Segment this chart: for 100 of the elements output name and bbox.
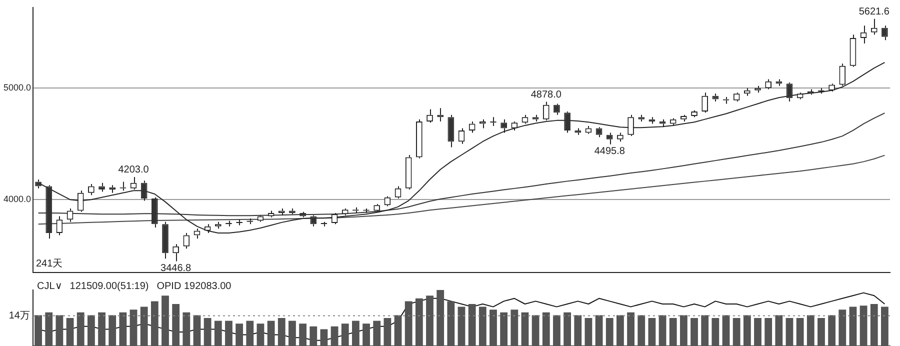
bar xyxy=(806,315,814,346)
bar xyxy=(426,296,434,346)
bar xyxy=(818,318,825,346)
bar xyxy=(553,315,560,346)
candlestick xyxy=(130,176,137,190)
bar xyxy=(236,324,244,346)
candlestick xyxy=(98,182,105,192)
bar xyxy=(732,318,740,346)
bar xyxy=(658,315,666,346)
bar xyxy=(881,306,888,346)
annotation: CJL∨ xyxy=(37,280,62,292)
candlestick xyxy=(850,34,856,68)
bar xyxy=(669,318,677,346)
bar xyxy=(256,324,264,346)
bar xyxy=(341,324,349,346)
candlestick xyxy=(554,103,560,116)
bar xyxy=(595,315,603,346)
bar xyxy=(510,310,518,346)
candlestick xyxy=(257,214,264,222)
candlestick xyxy=(458,128,465,144)
bar xyxy=(712,318,720,346)
bar xyxy=(764,318,772,346)
bar xyxy=(87,315,95,346)
bar xyxy=(140,306,148,346)
bar xyxy=(150,301,158,346)
bar xyxy=(394,315,402,346)
bar xyxy=(648,318,656,346)
bar xyxy=(490,310,497,346)
candlestick xyxy=(606,132,613,145)
bar xyxy=(45,312,53,346)
bar xyxy=(320,329,328,346)
annotation: 4495.8 xyxy=(594,146,626,158)
bar xyxy=(310,326,318,346)
bar xyxy=(182,312,190,346)
bar xyxy=(564,312,572,346)
annotation: 241天 xyxy=(36,258,63,270)
bar xyxy=(500,312,508,346)
bar xyxy=(56,315,64,346)
candlestick xyxy=(342,208,348,216)
bar xyxy=(521,312,529,346)
bar xyxy=(34,315,42,346)
bar xyxy=(384,318,392,346)
bar xyxy=(299,324,306,346)
bar xyxy=(478,306,486,346)
bar xyxy=(76,312,84,346)
bar xyxy=(172,304,180,346)
bar xyxy=(860,306,868,346)
bar xyxy=(267,320,275,346)
bar xyxy=(436,290,444,346)
bar xyxy=(743,315,751,346)
y-tick-label: 5000.0 xyxy=(3,82,31,93)
annotation: OPID 192083.00 xyxy=(156,280,232,292)
candlestick xyxy=(882,25,888,41)
bar xyxy=(98,312,106,346)
annotation: 4203.0 xyxy=(118,164,150,176)
bar xyxy=(828,315,836,346)
bar xyxy=(415,298,423,346)
bar xyxy=(627,312,634,346)
bar xyxy=(288,320,296,346)
bar xyxy=(638,315,646,346)
bar xyxy=(838,310,846,346)
bar xyxy=(542,312,550,346)
bar xyxy=(532,315,540,346)
ref-line-label: 14万 xyxy=(8,310,30,322)
bar xyxy=(108,315,116,346)
bar xyxy=(130,310,138,346)
annotation: 3446.8 xyxy=(160,263,192,274)
bar xyxy=(193,315,201,346)
bar xyxy=(119,312,127,346)
bar xyxy=(870,304,878,346)
candlestick xyxy=(542,101,550,121)
bar xyxy=(584,318,592,346)
bar xyxy=(246,320,254,346)
candlestick xyxy=(268,210,274,218)
bar xyxy=(796,318,804,346)
bar xyxy=(362,324,370,346)
bar xyxy=(352,320,360,346)
candlestick xyxy=(786,82,793,102)
bar xyxy=(849,306,857,346)
candlestick xyxy=(860,25,867,44)
candlestick xyxy=(500,118,507,134)
candlestick xyxy=(56,216,63,236)
bar xyxy=(690,318,698,346)
bar xyxy=(214,320,222,346)
annotation: 4878.0 xyxy=(530,89,562,100)
bar xyxy=(458,306,466,346)
bar xyxy=(278,318,286,346)
candlestick xyxy=(77,190,84,212)
bar xyxy=(404,301,412,346)
candlestick xyxy=(702,92,708,114)
bar xyxy=(701,315,709,346)
y-tick-label: 4000.0 xyxy=(3,194,31,204)
bar xyxy=(204,318,212,346)
bar xyxy=(574,315,582,346)
bar xyxy=(786,318,794,346)
bar xyxy=(775,315,783,346)
bar xyxy=(162,296,169,346)
bar xyxy=(754,318,762,346)
bar xyxy=(616,315,624,346)
bar xyxy=(722,315,730,346)
